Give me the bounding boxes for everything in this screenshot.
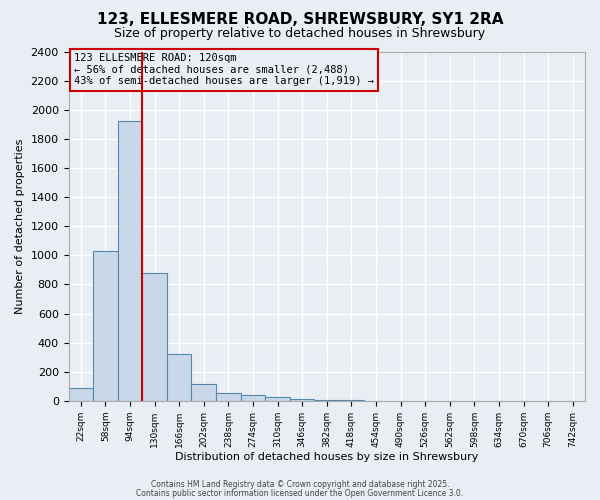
Bar (68, 388, 93, 401)
X-axis label: Distribution of detached houses by size in Shrewsbury: Distribution of detached houses by size … (175, 452, 478, 462)
Bar (314, 400, 339, 401)
Bar (290, 398, 314, 401)
Text: Contains HM Land Registry data © Crown copyright and database right 2025.: Contains HM Land Registry data © Crown c… (151, 480, 449, 489)
Text: Size of property relative to detached houses in Shrewsbury: Size of property relative to detached ho… (115, 28, 485, 40)
Bar (265, 397, 290, 401)
Bar (142, 273, 167, 401)
Bar (167, 354, 191, 401)
Bar (118, 122, 142, 401)
Bar (93, 251, 118, 401)
Text: 123 ELLESMERE ROAD: 120sqm
← 56% of detached houses are smaller (2,488)
43% of s: 123 ELLESMERE ROAD: 120sqm ← 56% of deta… (74, 53, 374, 86)
Bar (241, 395, 265, 401)
Text: Contains public sector information licensed under the Open Government Licence 3.: Contains public sector information licen… (136, 488, 464, 498)
Text: 123, ELLESMERE ROAD, SHREWSBURY, SY1 2RA: 123, ELLESMERE ROAD, SHREWSBURY, SY1 2RA (97, 12, 503, 28)
Bar (191, 384, 216, 401)
Y-axis label: Number of detached properties: Number of detached properties (15, 138, 25, 314)
Bar (216, 394, 241, 401)
